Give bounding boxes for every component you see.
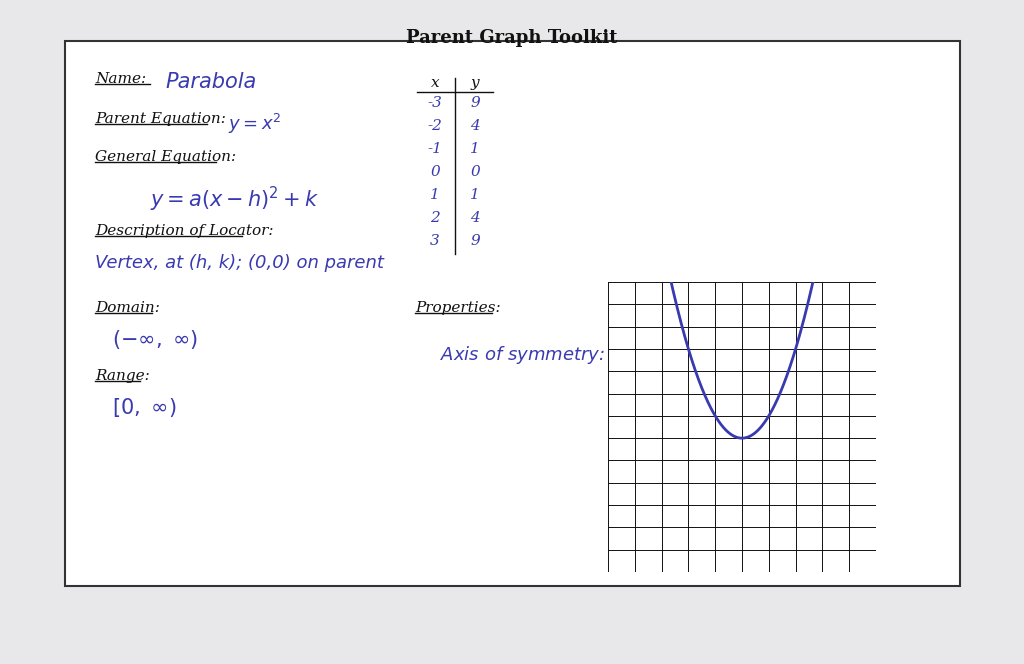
Text: 4: 4 <box>470 119 480 133</box>
Text: -3: -3 <box>428 96 442 110</box>
Text: Description of Locator:: Description of Locator: <box>95 224 273 238</box>
Text: General Equation:: General Equation: <box>95 150 237 164</box>
Text: 3: 3 <box>430 234 440 248</box>
Text: Vertex, at (h, k); (0,0) on parent: Vertex, at (h, k); (0,0) on parent <box>95 254 384 272</box>
Text: y: y <box>471 76 479 90</box>
Text: Parabola: Parabola <box>165 72 256 92</box>
Text: Axis of symmetry: $x = 0$: Axis of symmetry: $x = 0$ <box>440 344 655 366</box>
Text: $(-\infty,\ \infty)$: $(-\infty,\ \infty)$ <box>112 328 199 351</box>
Text: 4: 4 <box>470 211 480 225</box>
Text: 0: 0 <box>470 165 480 179</box>
Text: $y = x^2$: $y = x^2$ <box>228 112 282 136</box>
Text: -2: -2 <box>428 119 442 133</box>
Text: $y = a(x - h)^2 + k$: $y = a(x - h)^2 + k$ <box>150 185 319 214</box>
Text: Domain:: Domain: <box>95 301 160 315</box>
Text: 1: 1 <box>430 188 440 202</box>
Text: Name:: Name: <box>95 72 146 86</box>
FancyBboxPatch shape <box>65 41 961 586</box>
Text: -1: -1 <box>428 142 442 156</box>
Text: Parent Equation:: Parent Equation: <box>95 112 226 126</box>
Text: 1: 1 <box>470 142 480 156</box>
Text: Properties:: Properties: <box>415 301 501 315</box>
Text: Parent Graph Toolkit: Parent Graph Toolkit <box>407 29 617 47</box>
Text: $[0,\ \infty)$: $[0,\ \infty)$ <box>112 396 177 419</box>
Text: 0: 0 <box>430 165 440 179</box>
Text: Range:: Range: <box>95 369 150 383</box>
Text: 9: 9 <box>470 96 480 110</box>
Text: 2: 2 <box>430 211 440 225</box>
Text: 1: 1 <box>470 188 480 202</box>
Text: 9: 9 <box>470 234 480 248</box>
Text: x: x <box>431 76 439 90</box>
